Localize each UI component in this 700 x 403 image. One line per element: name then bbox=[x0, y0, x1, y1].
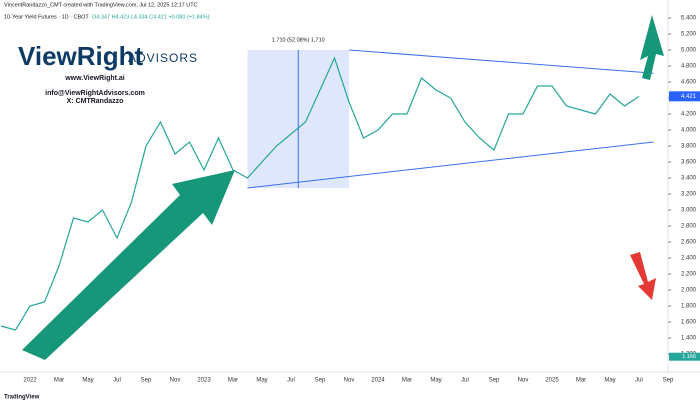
y-tick-label: 4.000 bbox=[681, 128, 697, 134]
y-tick-label: 4.200 bbox=[681, 112, 697, 118]
x-tick-label: Mar bbox=[54, 378, 64, 384]
measure-label: 1.710 (52.08%) 1,710 bbox=[272, 37, 325, 43]
y-tick-label: 3.400 bbox=[681, 176, 697, 182]
x-tick-label: Jul bbox=[635, 378, 643, 384]
x-tick-label: May bbox=[604, 378, 615, 384]
x-tick-label: Mar bbox=[402, 378, 412, 384]
x-tick-label: Nov bbox=[344, 378, 355, 384]
x-tick-label: 2024 bbox=[371, 378, 385, 384]
y-tick-label: 2.600 bbox=[681, 240, 697, 246]
footer: TradingView bbox=[4, 395, 40, 401]
uptrend-arrow bbox=[22, 170, 235, 360]
y-tick-label: 2.000 bbox=[681, 288, 697, 294]
y-tick-label: 2.200 bbox=[681, 272, 697, 278]
credit: VincentRandazzo_CMT created with Trading… bbox=[4, 2, 198, 8]
y-tick-label: 1.600 bbox=[681, 320, 697, 326]
y-tick-label: 1.800 bbox=[681, 304, 697, 310]
x-tick-label: Jul bbox=[461, 378, 469, 384]
x-tick-label: Sep bbox=[489, 378, 500, 384]
y-tick-label: 3.000 bbox=[681, 208, 697, 214]
down-arrow bbox=[630, 252, 656, 300]
x-tick-label: 2025 bbox=[545, 378, 559, 384]
x-tick-label: Nov bbox=[518, 378, 529, 384]
logo-sub: ADVISORS bbox=[128, 51, 198, 65]
x-tick-label: 2022 bbox=[23, 378, 37, 384]
x-tick-label: May bbox=[430, 378, 441, 384]
last-price-tag bbox=[669, 91, 700, 102]
last-price-label: 4.421 bbox=[681, 94, 697, 100]
logo-x: X: CMTRandazzo bbox=[67, 98, 124, 105]
up-arrow bbox=[640, 15, 664, 80]
x-tick-label: May bbox=[82, 378, 93, 384]
x-tick-label: Mar bbox=[228, 378, 238, 384]
low-marker-label: 1.166 bbox=[682, 354, 696, 360]
price-line bbox=[0, 56, 640, 331]
y-tick-label: 4.600 bbox=[681, 80, 697, 86]
y-tick-label: 5.400 bbox=[681, 16, 697, 22]
trendline bbox=[247, 141, 654, 189]
x-tick-label: May bbox=[256, 378, 267, 384]
logo: ViewRight ADVISORS www.ViewRight.ai info… bbox=[18, 41, 198, 105]
y-tick-label: 2.400 bbox=[681, 256, 697, 262]
y-tick-label: 1.400 bbox=[681, 336, 697, 342]
x-tick-label: Sep bbox=[663, 378, 674, 384]
x-tick-label: Sep bbox=[141, 378, 152, 384]
logo-brand: ViewRight bbox=[18, 41, 144, 71]
x-tick-label: Jul bbox=[113, 378, 121, 384]
y-tick-label: 2.800 bbox=[681, 224, 697, 230]
logo-site: www.ViewRight.ai bbox=[64, 75, 125, 82]
ohlc: O4.347 H4.423 L4.334 C4.421 +0.080 (+1.8… bbox=[92, 14, 210, 20]
symbol: 10-Year Yield Futures · 1D · CBOT bbox=[4, 14, 89, 20]
y-tick-label: 3.200 bbox=[681, 192, 697, 198]
x-tick-label: Sep bbox=[315, 378, 326, 384]
y-tick-label: 5.200 bbox=[681, 32, 697, 38]
y-tick-label: 3.800 bbox=[681, 144, 697, 150]
x-tick-label: 2023 bbox=[197, 378, 211, 384]
x-tick-label: Nov bbox=[170, 378, 181, 384]
logo-email: info@ViewRightAdvisors.com bbox=[45, 90, 145, 97]
x-tick-label: Mar bbox=[576, 378, 586, 384]
trendline bbox=[348, 49, 654, 74]
y-tick-label: 5.000 bbox=[681, 48, 697, 54]
low-marker-tag bbox=[669, 352, 700, 361]
y-tick-label: 4.800 bbox=[681, 64, 697, 70]
x-tick-label: Jul bbox=[287, 378, 295, 384]
y-tick-label: 3.600 bbox=[681, 160, 697, 166]
